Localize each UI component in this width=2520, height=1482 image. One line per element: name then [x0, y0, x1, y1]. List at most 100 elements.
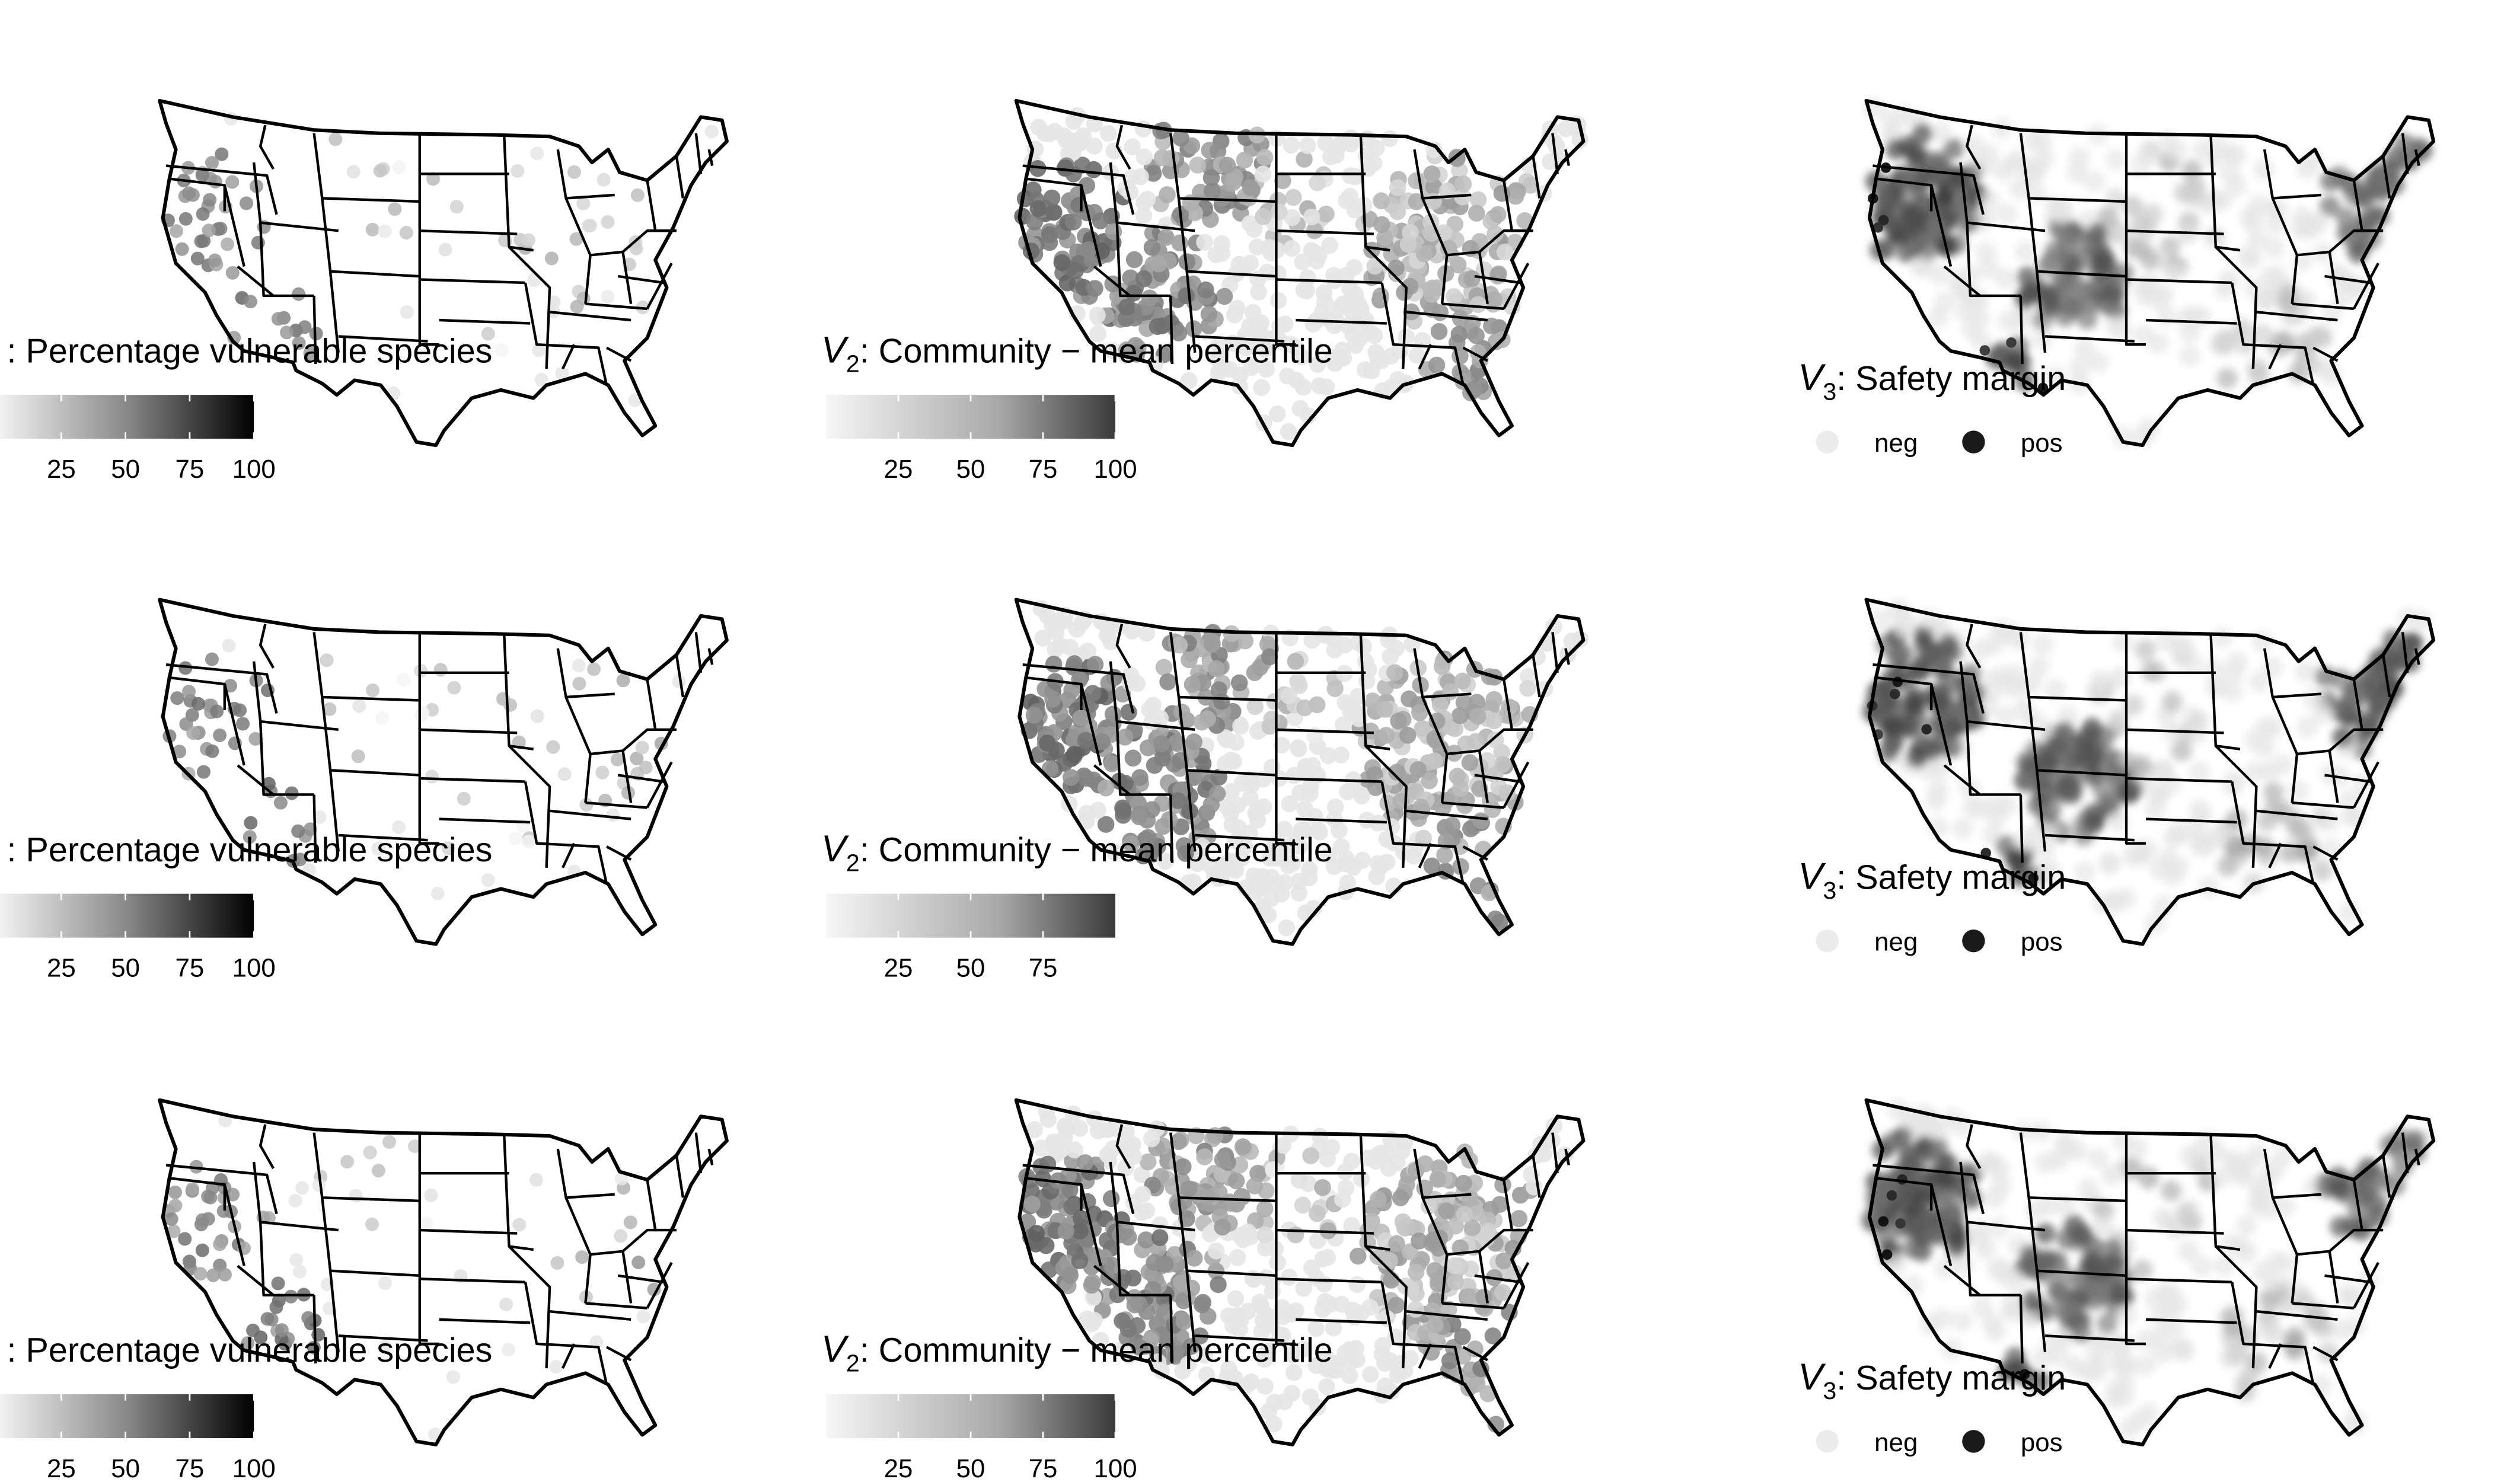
data-point — [2330, 1178, 2351, 1200]
data-point — [195, 1213, 209, 1227]
data-point — [2122, 779, 2143, 801]
data-point — [382, 1135, 397, 1149]
data-point — [206, 1268, 221, 1282]
data-point — [400, 305, 414, 320]
data-point — [1230, 674, 1248, 692]
data-point — [1159, 186, 1176, 203]
data-point — [1334, 1190, 1351, 1208]
data-point — [1305, 900, 1322, 917]
data-point — [1194, 838, 1211, 855]
data-point — [164, 1212, 178, 1226]
data-point — [1283, 209, 1301, 226]
data-point — [2209, 826, 2231, 848]
legend-label: pos — [2021, 429, 2063, 458]
data-point — [2192, 826, 2213, 848]
data-point — [1256, 1226, 1274, 1244]
data-point — [2181, 159, 2203, 181]
data-point — [2296, 158, 2318, 180]
data-point — [1058, 1120, 1075, 1138]
data-point — [1494, 1284, 1511, 1301]
data-point — [1254, 165, 1272, 183]
data-point — [499, 1297, 513, 1311]
data-point — [1377, 727, 1395, 744]
data-point — [2135, 1355, 2156, 1376]
colorbar: 25 50 75 100 — [0, 1394, 276, 1482]
data-point — [1139, 829, 1157, 847]
data-point — [1245, 867, 1262, 884]
data-point — [2002, 353, 2024, 375]
data-point — [647, 1282, 661, 1296]
colorbar-gradient — [826, 1394, 1116, 1438]
data-point — [1454, 1328, 1471, 1345]
data-point — [1026, 213, 1044, 231]
data-point — [2350, 738, 2372, 760]
data-point — [1468, 327, 1485, 344]
data-point — [2018, 1307, 2040, 1328]
data-point — [1263, 868, 1280, 886]
data-point — [2032, 634, 2053, 655]
data-point — [1230, 1307, 1247, 1324]
data-point — [1326, 799, 1344, 816]
data-point — [2244, 761, 2266, 782]
colorbar-tick-label: 75 — [1029, 1454, 1058, 1482]
data-point — [1284, 1346, 1302, 1363]
data-point — [1342, 129, 1360, 147]
data-point — [1281, 795, 1298, 813]
data-point — [1133, 1166, 1150, 1183]
data-point — [1078, 812, 1095, 830]
data-point — [2113, 1130, 2135, 1152]
legend-key — [1962, 1430, 1985, 1453]
data-point — [2113, 1354, 2134, 1376]
data-point — [1450, 325, 1468, 343]
data-point — [1249, 1164, 1267, 1182]
data-point — [2122, 846, 2144, 867]
data-point — [1388, 764, 1406, 781]
data-point — [194, 234, 208, 248]
data-point — [1242, 179, 1259, 196]
data-point — [408, 1139, 422, 1154]
data-point — [2039, 1194, 2060, 1216]
data-point — [1350, 634, 1367, 651]
data-point — [1071, 1120, 1089, 1137]
data-point — [393, 160, 407, 174]
data-point — [2190, 806, 2212, 828]
data-point — [1070, 196, 1088, 214]
data-point — [1294, 1196, 1312, 1214]
panel: V3: Safety margin neg pos — [1798, 598, 2436, 957]
data-point — [1376, 229, 1393, 247]
data-point — [501, 1343, 515, 1357]
data-point — [1328, 1355, 1345, 1372]
data-point — [2295, 217, 2316, 238]
data-point — [2262, 1272, 2283, 1293]
data-point — [1057, 1222, 1074, 1240]
data-point — [1891, 1126, 1913, 1147]
data-point — [1373, 216, 1390, 234]
panel: V3: Safety margin neg pos — [1798, 97, 2436, 458]
data-point — [1131, 1339, 1149, 1356]
data-point — [2014, 771, 2036, 793]
us-map — [158, 598, 729, 946]
data-point — [1236, 632, 1254, 650]
data-point — [1870, 1193, 1891, 1215]
data-point — [1162, 149, 1180, 167]
data-point — [1423, 286, 1441, 303]
data-point — [1272, 885, 1290, 903]
data-point — [203, 193, 217, 207]
data-point — [1441, 1352, 1459, 1369]
data-point — [1287, 1226, 1304, 1244]
data-point — [1135, 207, 1152, 225]
data-point — [1407, 1263, 1425, 1281]
data-point — [1371, 1145, 1389, 1162]
data-point — [213, 222, 228, 236]
colorbar-tick-label: 75 — [1029, 953, 1058, 982]
data-point — [1259, 1342, 1277, 1360]
data-point — [2138, 1403, 2159, 1424]
data-point — [1520, 667, 1537, 685]
data-point — [1045, 656, 1063, 673]
data-point — [1314, 1301, 1332, 1318]
data-point — [2131, 213, 2153, 235]
data-point — [1064, 143, 1082, 161]
data-point — [1382, 1272, 1400, 1289]
colorbar-tick-label: 25 — [884, 953, 913, 982]
data-point — [1040, 1261, 1058, 1279]
